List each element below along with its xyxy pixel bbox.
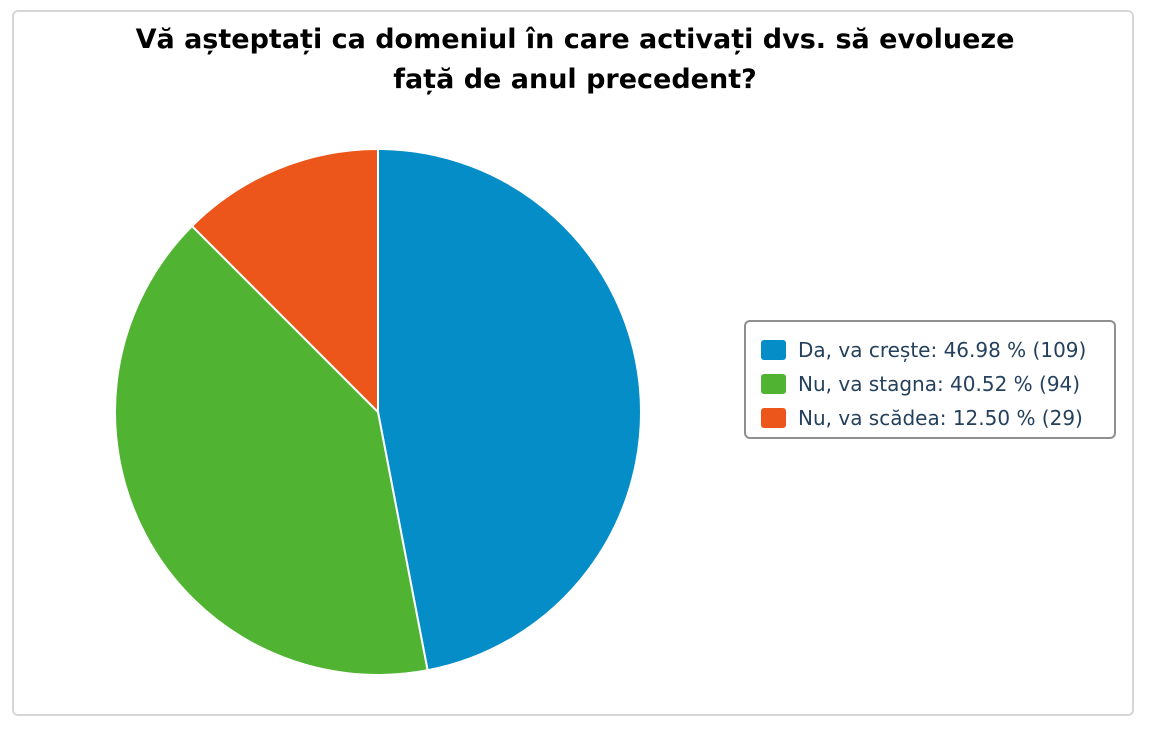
legend-item-nu-va-scadea[interactable]: Nu, va scădea: 12.50 % (29) <box>761 401 1114 435</box>
legend-label-nu-va-stagna: Nu, va stagna: 40.52 % (94) <box>798 372 1081 396</box>
legend-swatch-nu-va-scadea <box>761 408 786 428</box>
legend-label-da-va-creste: Da, va crește: 46.98 % (109) <box>798 338 1087 362</box>
legend-swatch-nu-va-stagna <box>761 374 786 394</box>
pie-slice-da-va-creste[interactable] <box>377 148 642 672</box>
legend-label-nu-va-scadea: Nu, va scădea: 12.50 % (29) <box>798 406 1083 430</box>
chart-title-line-1: Vă așteptați ca domeniul în care activaț… <box>135 24 1015 55</box>
legend-item-nu-va-stagna[interactable]: Nu, va stagna: 40.52 % (94) <box>761 367 1114 401</box>
chart-title-line-2: față de anul precedent? <box>393 64 757 95</box>
legend-item-da-va-creste[interactable]: Da, va crește: 46.98 % (109) <box>761 333 1114 367</box>
chart-title: Vă așteptați ca domeniul în care activaț… <box>0 20 1150 100</box>
legend-swatch-da-va-creste <box>761 340 786 360</box>
chart-legend: Da, va crește: 46.98 % (109) Nu, va stag… <box>744 320 1116 439</box>
pie-slice-nu-va-stagna[interactable] <box>114 225 429 676</box>
pie-slice-nu-va-scadea[interactable] <box>191 148 379 413</box>
